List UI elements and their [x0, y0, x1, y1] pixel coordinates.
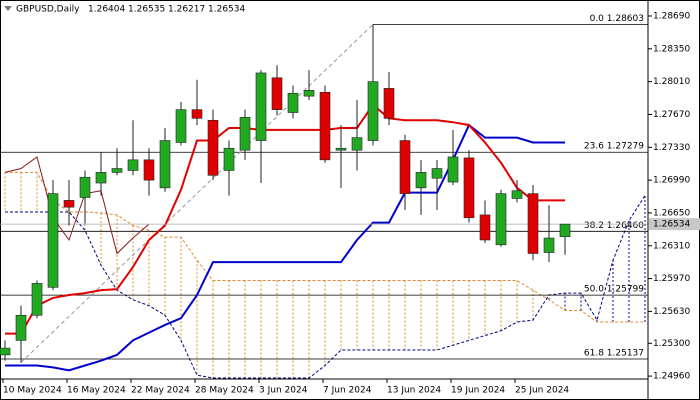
candle-body — [495, 193, 507, 246]
fib-label: 23.6 1.27279 — [584, 142, 644, 152]
candle-body — [367, 81, 379, 141]
menu-icon — [4, 6, 12, 11]
candle-body — [271, 77, 283, 110]
candle-body — [463, 157, 475, 219]
candle-body — [79, 176, 91, 198]
y-tick-label: 1.26310 — [653, 241, 690, 251]
candle-body — [175, 109, 187, 143]
fib-label: 38.2 1.26460 — [584, 221, 644, 231]
candle-body — [63, 200, 75, 208]
x-tick-label: 22 May 2024 — [131, 386, 190, 396]
trend-line — [20, 24, 374, 363]
x-tick-label: 10 May 2024 — [3, 386, 62, 396]
y-tick-label: 1.28010 — [653, 77, 690, 87]
candle-body — [239, 117, 251, 151]
y-tick-label: 1.24960 — [653, 372, 690, 382]
x-tick-label: 13 Jun 2024 — [387, 386, 441, 396]
high-value: 1.26535 — [128, 5, 165, 15]
candle-body — [415, 172, 427, 189]
y-tick-label: 1.25630 — [653, 307, 690, 317]
symbol-label: GBPUSD,Daily — [16, 5, 80, 15]
candle-body — [527, 193, 539, 254]
close-value: 1.26534 — [208, 5, 245, 15]
x-tick-label: 19 Jun 2024 — [451, 386, 505, 396]
fast-line — [5, 103, 565, 335]
candle-body — [0, 347, 11, 356]
y-tick-label: 1.27670 — [653, 110, 690, 120]
candle-body — [47, 193, 59, 288]
candle-body — [255, 72, 267, 141]
price-box-label: 1.26534 — [653, 220, 690, 230]
candle-body — [111, 168, 123, 173]
candle-body — [191, 109, 203, 119]
candle-body — [303, 90, 315, 97]
low-value: 1.26217 — [168, 5, 205, 15]
candle-body — [207, 119, 219, 176]
candle-body — [479, 214, 491, 241]
candle-body — [159, 140, 171, 189]
y-tick-label: 1.26650 — [653, 208, 690, 218]
candle-body — [511, 190, 523, 199]
cloud-span-b — [5, 195, 646, 379]
y-tick-label: 1.25970 — [653, 274, 690, 284]
x-tick-label: 28 May 2024 — [195, 386, 254, 396]
y-tick-label: 1.28690 — [653, 11, 690, 21]
candle-body — [383, 88, 395, 119]
candle-body — [223, 147, 235, 171]
x-tick-label: 16 May 2024 — [67, 386, 126, 396]
y-tick-label: 1.26990 — [653, 176, 690, 186]
candle-body — [287, 92, 299, 113]
candle-body — [447, 156, 459, 183]
price-box — [649, 218, 700, 231]
lagging-line — [4, 156, 150, 255]
y-tick-label: 1.28350 — [653, 44, 690, 54]
y-tick-label: 1.25300 — [653, 339, 690, 349]
cloud-span-a — [5, 171, 645, 323]
x-tick-label: 25 Jun 2024 — [515, 386, 569, 396]
candle-body — [543, 237, 555, 253]
candle-body — [559, 223, 571, 237]
candle-body — [143, 159, 155, 181]
candle-body — [335, 147, 347, 151]
candle-body — [95, 172, 107, 184]
fib-label: 0.0 1.28603 — [590, 14, 644, 24]
candle-body — [399, 140, 411, 194]
x-tick-label: 3 Jun 2024 — [259, 386, 308, 396]
fib-label: 50.0 1.25799 — [584, 285, 644, 295]
fib-label: 61.8 1.25137 — [584, 349, 644, 359]
candle-body — [319, 91, 331, 161]
candle-body — [31, 283, 43, 316]
open-value: 1.26404 — [88, 5, 125, 15]
plot-area: 0.0 1.28603 23.6 1.27279 38.2 1.26460 50.0 … — [0, 14, 648, 379]
candle-body — [127, 159, 139, 171]
candle-body — [351, 137, 363, 151]
candle-body — [431, 168, 443, 179]
y-tick-label: 1.27330 — [653, 143, 690, 153]
x-tick-label: 7 Jun 2024 — [323, 386, 372, 396]
candle-body — [15, 314, 27, 341]
